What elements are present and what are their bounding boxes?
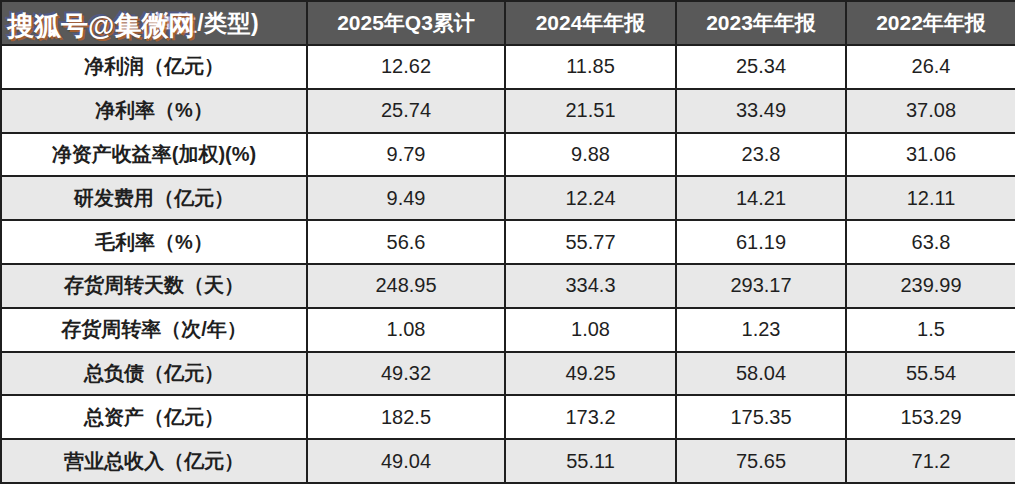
value-cell: 248.95 [307,264,505,308]
value-cell: 9.88 [505,133,676,177]
header-cell-2025-q3: 2025年Q3累计 [307,1,505,45]
value-cell: 173.2 [505,395,676,439]
value-cell: 25.34 [676,45,846,89]
value-cell: 12.24 [505,176,676,220]
value-cell: 1.5 [846,308,1015,352]
metric-label: 净资产收益率(加权)(%) [1,133,307,177]
value-cell: 334.3 [505,264,676,308]
value-cell: 9.49 [307,176,505,220]
value-cell: 49.04 [307,439,505,483]
metric-label: 研发费用（亿元） [1,176,307,220]
table-row-total-liabilities: 总负债（亿元） 49.32 49.25 58.04 55.54 [1,352,1015,396]
metric-label: 总资产（亿元） [1,395,307,439]
value-cell: 293.17 [676,264,846,308]
metric-label: 存货周转天数（天） [1,264,307,308]
value-cell: 75.65 [676,439,846,483]
metric-label: 存货周转率（次/年） [1,308,307,352]
table-row-inventory-turnover: 存货周转率（次/年） 1.08 1.08 1.23 1.5 [1,308,1015,352]
table-row-gross-margin: 毛利率（%） 56.6 55.77 61.19 63.8 [1,220,1015,264]
value-cell: 1.23 [676,308,846,352]
value-cell: 58.04 [676,352,846,396]
value-cell: 175.35 [676,395,846,439]
header-cell-2022: 2022年年报 [846,1,1015,45]
financial-metrics-table: (单位/类型) 2025年Q3累计 2024年年报 2023年年报 2022年年… [0,0,1015,484]
metric-label: 毛利率（%） [1,220,307,264]
value-cell: 55.77 [505,220,676,264]
value-cell: 1.08 [505,308,676,352]
value-cell: 55.54 [846,352,1015,396]
value-cell: 12.62 [307,45,505,89]
header-metric-visible-label: (单位/类型) [142,8,259,39]
value-cell: 239.99 [846,264,1015,308]
table-body: 净利润（亿元） 12.62 11.85 25.34 26.4 净利率（%） 25… [1,45,1015,483]
value-cell: 71.2 [846,439,1015,483]
value-cell: 61.19 [676,220,846,264]
value-cell: 153.29 [846,395,1015,439]
metric-label: 净利润（亿元） [1,45,307,89]
value-cell: 26.4 [846,45,1015,89]
value-cell: 49.25 [505,352,676,396]
value-cell: 11.85 [505,45,676,89]
value-cell: 31.06 [846,133,1015,177]
value-cell: 33.49 [676,89,846,133]
financial-table-screenshot: 搜狐号@集微网 (单位/类型) 2025年Q3累计 2024年年报 2023年年… [0,0,1015,484]
table-row-total-assets: 总资产（亿元） 182.5 173.2 175.35 153.29 [1,395,1015,439]
table-row-total-revenue: 营业总收入（亿元） 49.04 55.11 75.65 71.2 [1,439,1015,483]
value-cell: 55.11 [505,439,676,483]
value-cell: 56.6 [307,220,505,264]
value-cell: 25.74 [307,89,505,133]
table-row-net-margin: 净利率（%） 25.74 21.51 33.49 37.08 [1,89,1015,133]
metric-label: 总负债（亿元） [1,352,307,396]
value-cell: 9.79 [307,133,505,177]
value-cell: 14.21 [676,176,846,220]
value-cell: 63.8 [846,220,1015,264]
header-cell-2023: 2023年年报 [676,1,846,45]
header-cell-2024: 2024年年报 [505,1,676,45]
value-cell: 1.08 [307,308,505,352]
table-row-roe-weighted: 净资产收益率(加权)(%) 9.79 9.88 23.8 31.06 [1,133,1015,177]
value-cell: 12.11 [846,176,1015,220]
value-cell: 21.51 [505,89,676,133]
table-row-rd-expense: 研发费用（亿元） 9.49 12.24 14.21 12.11 [1,176,1015,220]
table-header-row: (单位/类型) 2025年Q3累计 2024年年报 2023年年报 2022年年… [1,1,1015,45]
value-cell: 182.5 [307,395,505,439]
value-cell: 49.32 [307,352,505,396]
value-cell: 37.08 [846,89,1015,133]
header-cell-metric: (单位/类型) [1,1,307,45]
metric-label: 营业总收入（亿元） [1,439,307,483]
table-row-inventory-days: 存货周转天数（天） 248.95 334.3 293.17 239.99 [1,264,1015,308]
table-row-net-profit: 净利润（亿元） 12.62 11.85 25.34 26.4 [1,45,1015,89]
metric-label: 净利率（%） [1,89,307,133]
value-cell: 23.8 [676,133,846,177]
table-header: (单位/类型) 2025年Q3累计 2024年年报 2023年年报 2022年年… [1,1,1015,45]
